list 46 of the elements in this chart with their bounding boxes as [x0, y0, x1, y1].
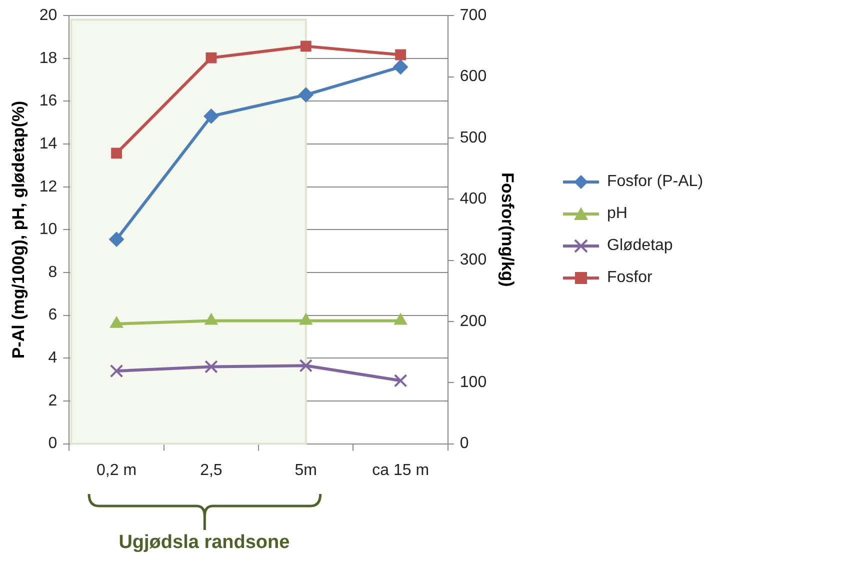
y2-tick-label: 100	[460, 374, 487, 392]
x-tick-label: 2,5	[200, 462, 222, 479]
y2-tick-label: 600	[460, 68, 487, 86]
legend-label: Fosfor (P-AL)	[607, 172, 704, 191]
point	[394, 374, 408, 388]
y-tick-label: 12	[39, 178, 58, 196]
point	[204, 360, 218, 374]
y-tick-label: 2	[48, 392, 58, 410]
x-tick-label: 5m	[294, 462, 318, 479]
point	[109, 232, 124, 247]
point	[204, 313, 218, 325]
legend-label: Glødetap	[607, 236, 673, 255]
y-tick-label: 4	[48, 350, 58, 367]
y-tick-label: 10	[39, 221, 58, 238]
y-tick-label: 18	[39, 50, 58, 67]
y2-tick-label: 0	[460, 435, 469, 452]
y2-tick-label: 300	[460, 252, 487, 269]
point	[394, 313, 408, 325]
point	[204, 108, 219, 124]
legend-label: Fosfor	[607, 268, 652, 287]
y-tick-label: 0	[48, 435, 58, 452]
legend-label: pH	[607, 204, 628, 223]
y2-tick-label: 400	[460, 190, 487, 208]
point	[110, 316, 124, 328]
y-tick-label: 8	[48, 264, 58, 281]
y-tick-label: 16	[39, 92, 58, 110]
y-axis-title: P-Al (mg/100g), pH, glødetap(%)	[8, 100, 28, 359]
x-tick-label: 0,2 m	[96, 462, 137, 479]
point	[110, 364, 124, 378]
y2-tick-label: 200	[460, 312, 487, 330]
point	[299, 313, 312, 325]
point	[395, 49, 406, 60]
point	[300, 40, 312, 52]
point	[298, 87, 314, 102]
point	[393, 59, 408, 74]
y2-tick-label: 500	[460, 129, 487, 146]
point	[111, 148, 122, 159]
y2-tick-label: 700	[460, 7, 487, 24]
point	[206, 52, 217, 64]
y-tick-label: 6	[48, 306, 58, 324]
point	[299, 358, 313, 372]
y-tick-label: 14	[39, 135, 58, 152]
text: Ugjødsla randsone	[118, 532, 290, 554]
y-tick-label: 20	[39, 7, 58, 24]
y2-axis-title: Fosfor(mg/kg)	[498, 172, 518, 287]
x-tick-label: ca 15 m	[372, 462, 430, 479]
